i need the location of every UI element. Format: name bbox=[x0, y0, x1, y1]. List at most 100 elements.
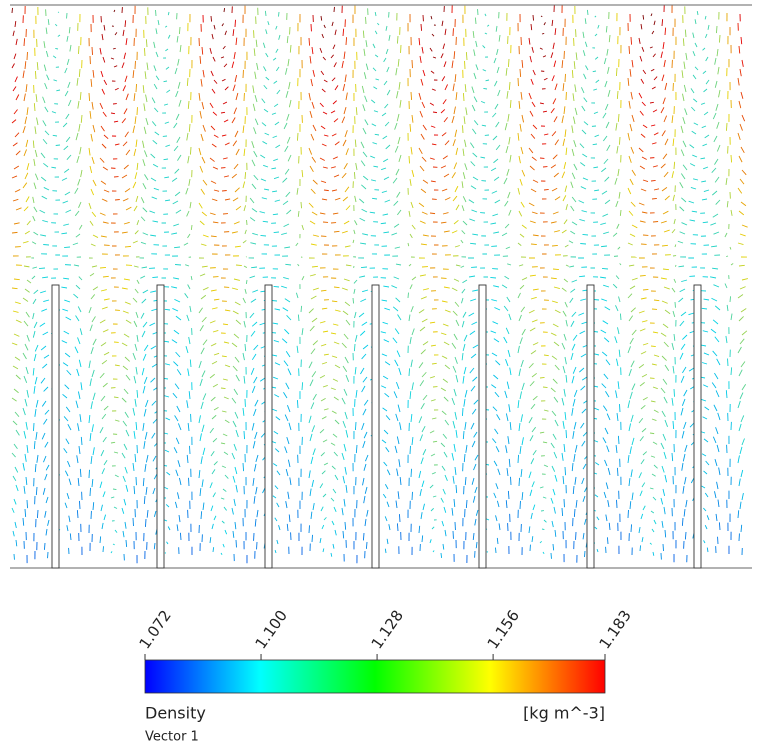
vector-arrow bbox=[433, 57, 436, 58]
vector-arrow bbox=[354, 230, 355, 234]
vector-arrow bbox=[692, 155, 697, 157]
vector-arrow bbox=[452, 343, 456, 349]
vector-arrow bbox=[12, 453, 16, 457]
vector-arrow bbox=[580, 243, 586, 244]
vector-arrow bbox=[396, 298, 400, 302]
vector-arrow bbox=[176, 470, 178, 476]
vector-arrow bbox=[221, 498, 224, 499]
vector-arrow bbox=[575, 445, 577, 452]
vector-arrow bbox=[27, 335, 29, 341]
vector-arrow bbox=[617, 413, 618, 421]
vector-arrow bbox=[376, 79, 379, 80]
vector-arrow bbox=[255, 432, 257, 439]
vector-arrow bbox=[342, 173, 346, 178]
vector-arrow bbox=[363, 176, 368, 180]
vector-arrow bbox=[442, 21, 443, 26]
vector-arrow bbox=[141, 197, 144, 203]
vector-arrow bbox=[631, 469, 632, 477]
vector-arrow bbox=[70, 45, 71, 52]
vector-arrow bbox=[42, 277, 48, 278]
vector-arrow bbox=[331, 388, 336, 390]
vector-arrow bbox=[256, 40, 257, 47]
vector-arrow bbox=[391, 286, 397, 288]
vector-arrow bbox=[662, 19, 663, 26]
vector-arrow bbox=[79, 69, 80, 77]
vector-arrow bbox=[705, 407, 709, 410]
vector-arrow bbox=[343, 476, 345, 483]
vector-arrow bbox=[272, 355, 277, 356]
vector-arrow bbox=[212, 199, 217, 201]
vector-arrow bbox=[519, 478, 520, 486]
vector-arrow bbox=[66, 407, 70, 412]
vector-arrow bbox=[462, 289, 465, 293]
vector-arrow bbox=[553, 544, 554, 550]
vector-arrow bbox=[201, 134, 203, 141]
vector-arrow bbox=[142, 331, 145, 337]
vector-arrow bbox=[564, 444, 565, 452]
vector-arrow bbox=[156, 28, 157, 34]
vector-arrow bbox=[554, 61, 556, 67]
vector-arrow bbox=[92, 102, 93, 110]
vector-arrow bbox=[456, 205, 459, 210]
vector-arrow bbox=[124, 389, 128, 394]
vector-arrow bbox=[607, 67, 609, 74]
vector-arrow bbox=[663, 434, 666, 440]
vector-arrow bbox=[156, 52, 158, 57]
vector-arrow bbox=[400, 100, 401, 108]
vector-arrow bbox=[179, 515, 180, 522]
vector-arrow bbox=[738, 243, 743, 245]
vector-arrow bbox=[78, 337, 80, 344]
vector-arrow bbox=[89, 148, 90, 155]
vector-arrow bbox=[15, 412, 19, 417]
vector-arrow bbox=[412, 329, 414, 335]
vector-arrow bbox=[76, 234, 80, 237]
colorbar-tick-label: 1.156 bbox=[484, 607, 523, 653]
vector-arrow bbox=[373, 87, 377, 89]
vector-arrow bbox=[492, 214, 498, 216]
vector-arrow bbox=[286, 91, 288, 98]
vector-arrow bbox=[334, 507, 336, 512]
vector-arrow bbox=[37, 62, 38, 70]
vector-arrow bbox=[124, 222, 130, 224]
vector-arrow bbox=[493, 375, 498, 379]
vector-arrow bbox=[508, 350, 510, 357]
vector-arrow bbox=[603, 438, 606, 443]
vector-arrow bbox=[92, 316, 95, 322]
vector-arrow bbox=[664, 230, 670, 232]
vector-arrow bbox=[133, 182, 136, 188]
vector-arrow bbox=[422, 157, 426, 162]
vector-arrow bbox=[562, 230, 566, 233]
vector-arrow bbox=[199, 308, 203, 313]
vector-arrow bbox=[569, 241, 573, 243]
vector-arrow bbox=[26, 140, 28, 147]
vector-arrow bbox=[360, 299, 366, 302]
vector-arrow bbox=[521, 202, 524, 207]
vector-arrow bbox=[200, 56, 201, 64]
vector-arrow bbox=[651, 511, 654, 513]
vector-arrow bbox=[531, 189, 536, 192]
vector-arrow bbox=[463, 172, 465, 179]
vector-arrow bbox=[78, 306, 81, 312]
vector-arrow bbox=[152, 364, 157, 367]
vector-arrow bbox=[553, 489, 555, 495]
vector-arrow bbox=[15, 21, 16, 27]
vector-arrow bbox=[26, 197, 29, 202]
vector-arrow bbox=[136, 367, 137, 374]
vector-arrow bbox=[189, 337, 190, 344]
vector-arrow bbox=[472, 105, 475, 111]
vector-arrow bbox=[143, 354, 146, 361]
vector-arrow bbox=[76, 315, 79, 321]
vector-arrow bbox=[210, 48, 211, 54]
vector-arrow bbox=[504, 306, 508, 311]
vector-arrow bbox=[663, 544, 664, 551]
vector-arrow bbox=[742, 438, 745, 445]
vector-arrow bbox=[16, 208, 21, 210]
vector-arrow bbox=[445, 420, 449, 425]
vector-arrow bbox=[15, 189, 20, 192]
vector-arrow bbox=[683, 117, 685, 124]
vector-arrow bbox=[741, 470, 743, 477]
vector-arrow bbox=[639, 148, 643, 152]
vector-arrow bbox=[236, 38, 237, 45]
vector-arrow bbox=[618, 381, 619, 389]
vector-arrow bbox=[444, 287, 450, 288]
